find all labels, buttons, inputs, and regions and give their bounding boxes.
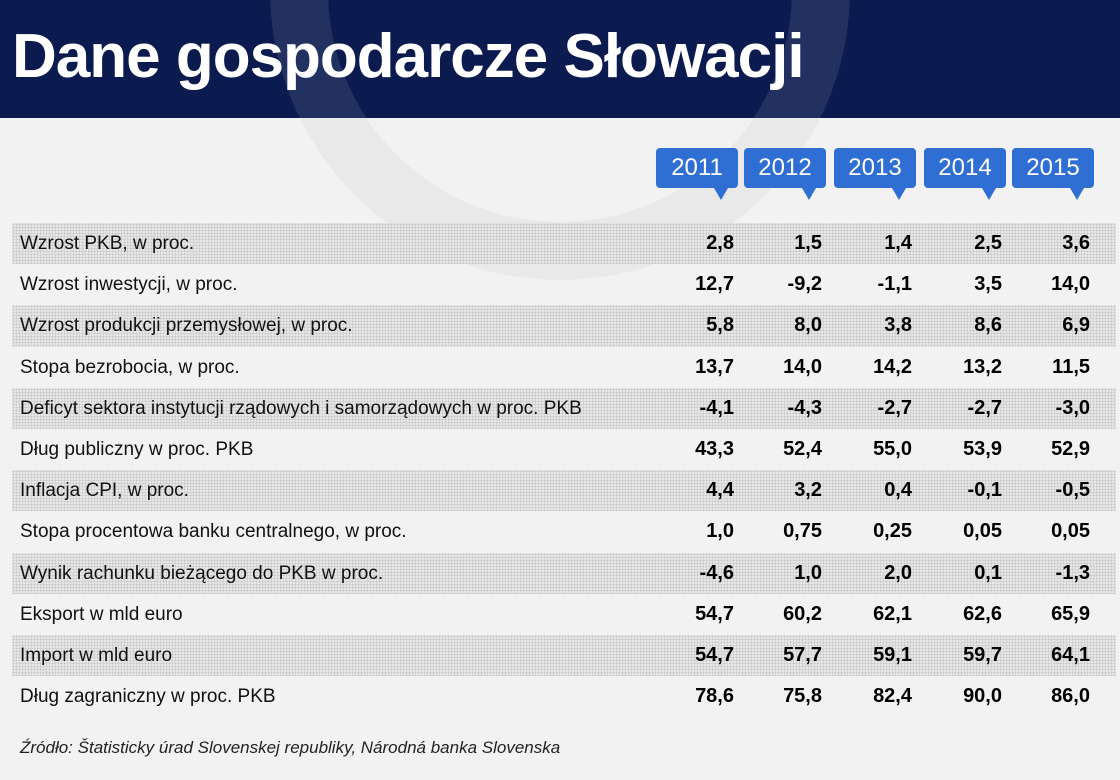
table-cell-2015: 6,9 bbox=[1062, 314, 1090, 337]
table-cell-2012: 57,7 bbox=[783, 643, 822, 666]
table-cell-2013: 55,0 bbox=[873, 437, 912, 460]
table-cell-2011: 4,4 bbox=[706, 479, 734, 502]
table-row: Wynik rachunku bieżącego do PKB w proc. -… bbox=[12, 552, 1116, 594]
source-note: Źródło: Štatisticky úrad Slovenskej repu… bbox=[20, 738, 561, 757]
table-cell-2014: 62,6 bbox=[963, 602, 1002, 625]
row-label: Stopa procentowa banku centralnego, w pr… bbox=[20, 521, 407, 543]
table-cell-2015: -0,5 bbox=[1055, 479, 1090, 502]
year-badge-2014: 2014 bbox=[924, 148, 1006, 200]
year-badge-2013: 2013 bbox=[834, 148, 916, 200]
table-cell-2014: 13,2 bbox=[963, 355, 1002, 378]
table-cell-2013: 1,4 bbox=[884, 232, 912, 254]
table-cell-2011: -4,6 bbox=[699, 561, 734, 584]
row-label: Stopa bezrobocia, w proc. bbox=[20, 356, 240, 378]
data-table: Wzrost PKB, w proc. 2,8 1,5 1,4 2,5 3,6 Wzrost… bbox=[12, 223, 1116, 717]
table-cell-2011: 5,8 bbox=[706, 314, 734, 337]
table-cell-2014: 2,5 bbox=[974, 232, 1002, 254]
table-cell-2014: -2,7 bbox=[967, 396, 1002, 419]
table-cell-2015: 64,1 bbox=[1051, 643, 1090, 666]
table-cell-2014: 0,1 bbox=[974, 561, 1002, 584]
year-badge-2011: 2011 bbox=[656, 148, 738, 200]
header-bar: Dane gospodarcze Słowacji bbox=[0, 0, 1120, 118]
table-cell-2014: 8,6 bbox=[974, 314, 1002, 337]
table-row: Inflacja CPI, w proc. 4,4 3,2 0,4 -0,1 -0,5 bbox=[12, 470, 1116, 512]
table-row: Deficyt sektora instytucji rządowych i s… bbox=[12, 387, 1116, 429]
table-cell-2014: -0,1 bbox=[967, 479, 1002, 502]
table-row: Wzrost produkcji przemysłowej, w proc. 5,… bbox=[12, 305, 1116, 347]
table-cell-2012: 1,0 bbox=[794, 561, 822, 584]
row-label: Inflacja CPI, w proc. bbox=[20, 480, 189, 502]
table-cell-2015: 52,9 bbox=[1051, 437, 1090, 460]
table-cell-2011: 13,7 bbox=[695, 355, 734, 378]
table-cell-2011: 54,7 bbox=[695, 602, 734, 625]
table-cell-2014: 53,9 bbox=[963, 437, 1002, 460]
table-cell-2011: 54,7 bbox=[695, 643, 734, 666]
table-row: Wzrost inwestycji, w proc. 12,7 -9,2 -1,1 3,… bbox=[12, 264, 1116, 305]
table-cell-2011: 43,3 bbox=[695, 437, 734, 460]
table-cell-2013: 62,1 bbox=[873, 602, 912, 625]
row-label: Wzrost PKB, w proc. bbox=[20, 233, 195, 254]
row-label: Dług zagraniczny w proc. PKB bbox=[20, 686, 276, 708]
table-cell-2013: 59,1 bbox=[873, 643, 912, 666]
row-label: Eksport w mld euro bbox=[20, 603, 183, 625]
year-badge-2012: 2012 bbox=[744, 148, 826, 200]
table-cell-2015: 86,0 bbox=[1051, 685, 1090, 708]
table-cell-2015: 65,9 bbox=[1051, 602, 1090, 625]
table-cell-2012: -9,2 bbox=[787, 273, 822, 296]
table-cell-2013: 0,25 bbox=[873, 520, 912, 543]
table-cell-2015: 0,05 bbox=[1051, 520, 1090, 543]
row-label: Dług publiczny w proc. PKB bbox=[20, 438, 254, 460]
table-cell-2013: 3,8 bbox=[884, 314, 912, 337]
table-cell-2014: 59,7 bbox=[963, 643, 1002, 666]
table-cell-2012: 52,4 bbox=[783, 437, 822, 460]
table-cell-2014: 90,0 bbox=[963, 685, 1002, 708]
row-label: Import w mld euro bbox=[20, 644, 173, 666]
table-cell-2012: -4,3 bbox=[787, 396, 822, 419]
table-cell-2013: 14,2 bbox=[873, 355, 912, 378]
table-cell-2012: 60,2 bbox=[783, 602, 822, 625]
table-row: Stopa procentowa banku centralnego, w pr… bbox=[12, 511, 1116, 552]
year-badge-2015: 2015 bbox=[1012, 148, 1094, 200]
table-cell-2014: 3,5 bbox=[974, 273, 1002, 296]
table-row: Stopa bezrobocia, w proc. 13,7 14,0 14,2 13,… bbox=[12, 347, 1116, 388]
header-ring-decoration bbox=[270, 0, 850, 118]
year-header-row: 2011 2012 2013 2014 2015 bbox=[0, 148, 1120, 210]
table-row: Import w mld euro 54,7 57,7 59,1 59,7 64,1 bbox=[12, 634, 1116, 677]
table-cell-2012: 14,0 bbox=[783, 355, 822, 378]
table-cell-2013: -2,7 bbox=[877, 396, 912, 419]
table-cell-2013: 2,0 bbox=[884, 561, 912, 584]
row-label: Deficyt sektora instytucji rządowych i s… bbox=[20, 397, 582, 419]
table-row: Dług zagraniczny w proc. PKB 78,6 75,8 82,4… bbox=[12, 676, 1116, 717]
page-title: Dane gospodarcze Słowacji bbox=[12, 22, 805, 91]
table-cell-2013: 0,4 bbox=[884, 479, 912, 502]
table-cell-2012: 8,0 bbox=[794, 314, 822, 337]
table-cell-2012: 75,8 bbox=[783, 685, 822, 708]
table-cell-2013: 82,4 bbox=[873, 685, 912, 708]
row-label: Wzrost inwestycji, w proc. bbox=[20, 274, 238, 296]
table-cell-2015: 14,0 bbox=[1051, 273, 1090, 296]
table-cell-2011: 2,8 bbox=[706, 232, 734, 254]
table-row: Dług publiczny w proc. PKB 43,3 52,4 55,0 53… bbox=[12, 429, 1116, 470]
table-cell-2015: 11,5 bbox=[1052, 355, 1090, 378]
table-cell-2011: 78,6 bbox=[695, 685, 734, 708]
table-row: Eksport w mld euro 54,7 60,2 62,1 62,6 65,9 bbox=[12, 594, 1116, 635]
table-cell-2012: 1,5 bbox=[794, 232, 822, 254]
table-cell-2011: -4,1 bbox=[699, 396, 734, 419]
table-cell-2015: -3,0 bbox=[1055, 396, 1090, 419]
row-label: Wzrost produkcji przemysłowej, w proc. bbox=[20, 315, 353, 337]
table-cell-2011: 1,0 bbox=[706, 520, 734, 543]
table-cell-2012: 3,2 bbox=[794, 479, 822, 502]
table-cell-2011: 12,7 bbox=[695, 273, 734, 296]
table-cell-2015: -1,3 bbox=[1055, 561, 1090, 584]
table-row: Wzrost PKB, w proc. 2,8 1,5 1,4 2,5 3,6 bbox=[12, 223, 1116, 265]
table-cell-2015: 3,6 bbox=[1062, 232, 1090, 254]
table-cell-2012: 0,75 bbox=[783, 520, 822, 543]
table-cell-2014: 0,05 bbox=[963, 520, 1002, 543]
table-cell-2013: -1,1 bbox=[877, 273, 912, 296]
row-label: Wynik rachunku bieżącego do PKB w proc. bbox=[20, 562, 384, 584]
